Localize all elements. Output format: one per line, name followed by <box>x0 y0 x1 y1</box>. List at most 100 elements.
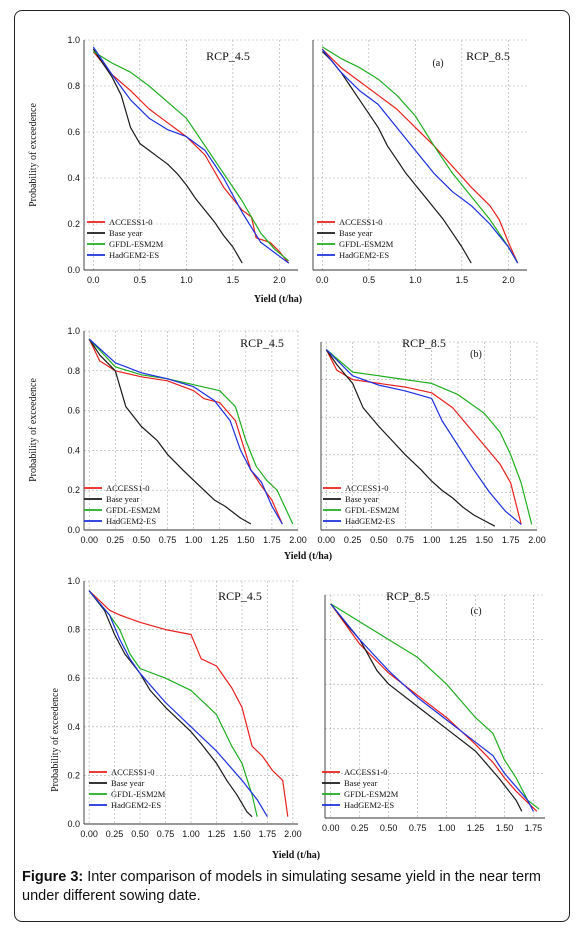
y-tick-label: 0.0 <box>67 819 80 829</box>
series-line <box>88 338 294 525</box>
series-line <box>325 349 496 527</box>
x-tick-label: 1.5 <box>227 275 240 285</box>
y-tick-label: 0.0 <box>67 265 80 275</box>
legend-label: ACCESS1-0 <box>106 483 149 493</box>
chart-panel-3: 0.00 0.25 0.50 0.75 1.00 1.25 1.50 1.75 2.00 0.0 0… <box>28 326 307 545</box>
x-tick-label: 1.75 <box>263 535 281 545</box>
y-tick-label: 0.0 <box>67 525 80 535</box>
series-line <box>88 590 289 817</box>
x-tick-label: 0.50 <box>380 823 398 833</box>
series-line <box>325 349 522 525</box>
rcp-label: RCP_8.5 <box>402 336 446 350</box>
legend-label: Base year <box>109 228 142 238</box>
y-axis-label: Probability of exceedence <box>28 103 39 207</box>
legend-label: GFDL-ESM2M <box>344 789 399 799</box>
x-tick-label: 0.0 <box>316 275 329 285</box>
y-tick-label: 0.2 <box>67 219 80 229</box>
x-tick-label: 2.00 <box>528 535 546 545</box>
x-tick-label: 0.75 <box>159 535 177 545</box>
rcp-label: RCP_4.5 <box>240 336 284 350</box>
x-tick-label: 1.75 <box>525 823 543 833</box>
series-line <box>321 51 472 264</box>
x-tick-label: 1.25 <box>449 535 467 545</box>
chart-panel-6: 0.00 0.25 0.50 0.75 1.00 1.25 1.50 1.75 ACCESS1-… <box>272 589 545 861</box>
series-line <box>92 50 290 262</box>
x-tick-label: 0.00 <box>322 823 340 833</box>
legend-label: Base year <box>111 778 144 788</box>
x-axis-label: Yield (t/ha) <box>272 850 320 861</box>
figure-caption: Figure 3: Inter comparison of models in … <box>22 868 562 906</box>
plot-area <box>313 40 527 270</box>
series-line <box>330 603 540 810</box>
y-tick-label: 0.6 <box>67 127 80 137</box>
chart-panel-4: 0.00 0.25 0.50 0.75 1.00 1.25 1.50 1.75 2.00 ACCE… <box>284 336 546 562</box>
x-tick-label: 1.25 <box>211 535 229 545</box>
legend-label: HadGEM2-ES <box>111 800 161 810</box>
series-line <box>330 603 538 812</box>
y-tick-label: 0.6 <box>67 406 80 416</box>
x-tick-label: 1.00 <box>185 535 203 545</box>
x-tick-label: 0.00 <box>80 535 98 545</box>
y-axis-label: Probability of exceedence <box>28 378 39 482</box>
x-tick-label: 1.50 <box>233 829 251 839</box>
x-tick-label: 0.0 <box>87 275 100 285</box>
plot-area <box>84 40 298 270</box>
series-line <box>321 46 519 264</box>
panel-tag: (c) <box>470 606 481 617</box>
rcp-label: RCP_8.5 <box>386 589 430 603</box>
legend-label: Base year <box>345 494 378 504</box>
x-tick-label: 0.75 <box>157 829 175 839</box>
series-line <box>88 590 253 818</box>
x-tick-label: 1.5 <box>456 275 469 285</box>
legend-label: GFDL-ESM2M <box>339 239 394 249</box>
x-tick-label: 0.5 <box>363 275 376 285</box>
legend-label: ACCESS1-0 <box>339 217 382 227</box>
legend-label: HadGEM2-ES <box>106 516 156 526</box>
legend-label: Base year <box>106 494 139 504</box>
y-tick-label: 0.4 <box>67 445 80 455</box>
x-tick-label: 0.75 <box>409 823 427 833</box>
x-tick-label: 0.50 <box>370 535 388 545</box>
legend-label: HadGEM2-ES <box>345 516 395 526</box>
plot-area <box>325 595 545 818</box>
x-tick-label: 1.50 <box>496 823 514 833</box>
legend-label: ACCESS1-0 <box>345 483 388 493</box>
series-line <box>88 338 283 525</box>
series-line <box>325 349 522 525</box>
y-tick-label: 1.0 <box>67 35 80 45</box>
legend-label: Base year <box>344 778 377 788</box>
y-tick-label: 1.0 <box>67 326 80 336</box>
caption-label: Figure 3: <box>22 869 84 885</box>
legend-label: GFDL-ESM2M <box>345 505 400 515</box>
rcp-label: RCP_8.5 <box>466 49 510 63</box>
x-tick-label: 1.0 <box>409 275 422 285</box>
x-tick-label: 2.0 <box>502 275 515 285</box>
legend-label: HadGEM2-ES <box>344 800 394 810</box>
series-line <box>92 48 243 264</box>
x-tick-label: 1.50 <box>476 535 494 545</box>
legend-label: ACCESS1-0 <box>109 217 152 227</box>
x-tick-label: 2.00 <box>289 535 307 545</box>
legend-label: GFDL-ESM2M <box>109 239 164 249</box>
x-tick-label: 0.25 <box>107 535 125 545</box>
legend-label: HadGEM2-ES <box>109 250 159 260</box>
legend-label: GFDL-ESM2M <box>106 505 161 515</box>
x-tick-label: 1.75 <box>502 535 520 545</box>
y-axis-label: Probability of exceedence <box>50 688 61 792</box>
y-tick-label: 0.4 <box>67 722 80 732</box>
series-line <box>330 603 534 812</box>
y-tick-label: 0.2 <box>67 770 80 780</box>
rcp-label: RCP_4.5 <box>218 589 262 603</box>
x-tick-label: 1.00 <box>438 823 456 833</box>
x-tick-label: 1.00 <box>182 829 200 839</box>
x-axis-label: Yield (t/ha) <box>254 294 302 305</box>
y-tick-label: 0.4 <box>67 173 80 183</box>
caption-text: Inter comparison of models in simulating… <box>22 869 541 904</box>
panel-tag: (a) <box>432 58 443 69</box>
series-line <box>321 48 519 264</box>
y-tick-label: 0.8 <box>67 625 80 635</box>
series-line <box>88 590 268 818</box>
legend-label: ACCESS1-0 <box>111 767 154 777</box>
